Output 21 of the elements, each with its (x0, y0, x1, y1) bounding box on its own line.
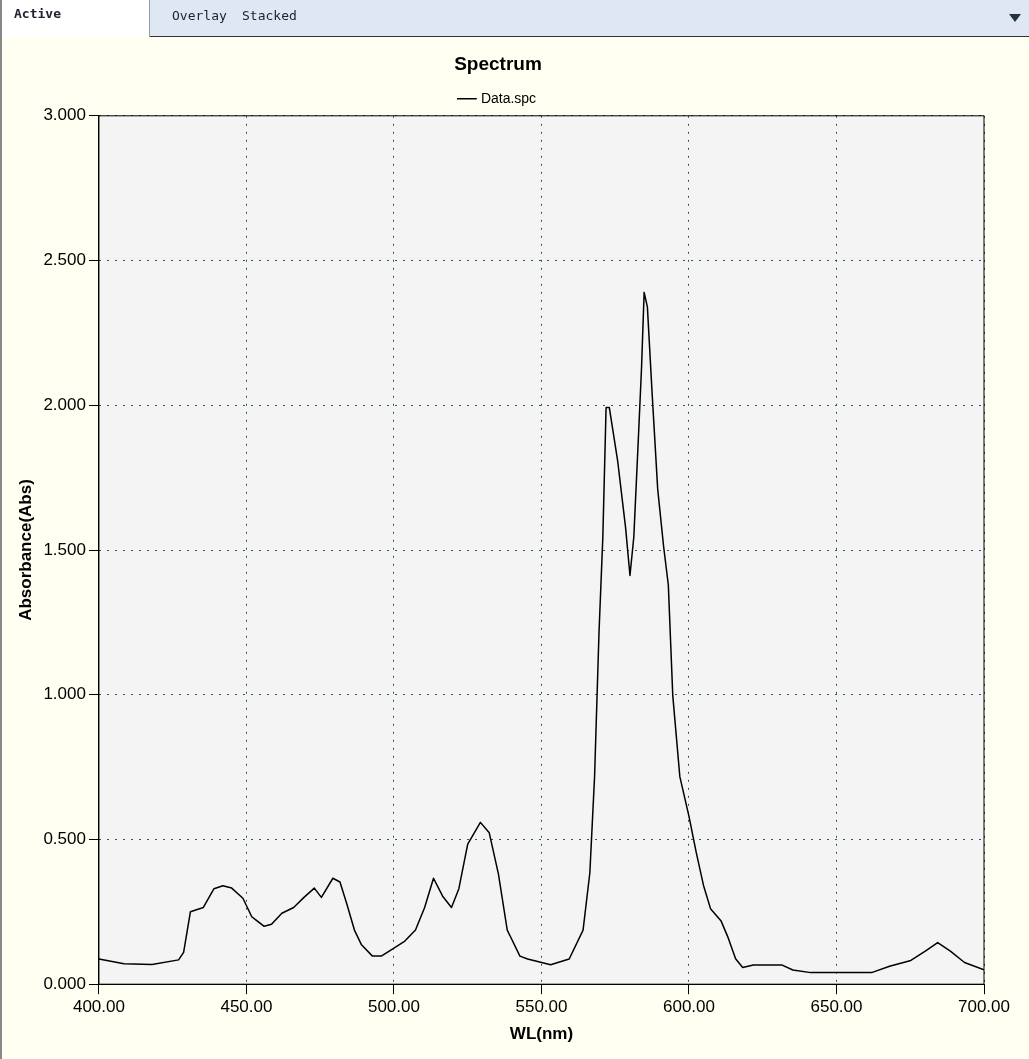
x-tick-label: 700.00 (958, 997, 1010, 1017)
y-tick-label: 1.000 (43, 684, 86, 704)
y-tick-label: 0.500 (43, 829, 86, 849)
y-axis-title: Absorbance(Abs) (15, 479, 35, 621)
x-axis-title: WL(nm) (509, 1024, 574, 1044)
y-tick-label: 3.000 (43, 105, 86, 125)
x-tick-label: 600.00 (662, 997, 715, 1017)
x-tick-label: 550.00 (515, 997, 568, 1017)
x-tick-label: 650.00 (810, 997, 863, 1017)
y-tick-label: 2.500 (43, 250, 86, 270)
legend-label: Data.spc (480, 89, 537, 106)
x-tick-label: 500.00 (367, 997, 420, 1017)
chart-title: Spectrum (454, 52, 542, 74)
text: Overlay (172, 8, 227, 23)
y-tick-label: 2.000 (43, 394, 86, 414)
x-tick-label: 450.00 (220, 997, 273, 1017)
text: Active (2, 0, 150, 37)
text: Stacked (242, 8, 297, 23)
y-tick-label: 0.000 (43, 973, 86, 993)
x-tick-label: 400.00 (72, 997, 125, 1017)
y-tick-label: 1.500 (43, 539, 86, 559)
